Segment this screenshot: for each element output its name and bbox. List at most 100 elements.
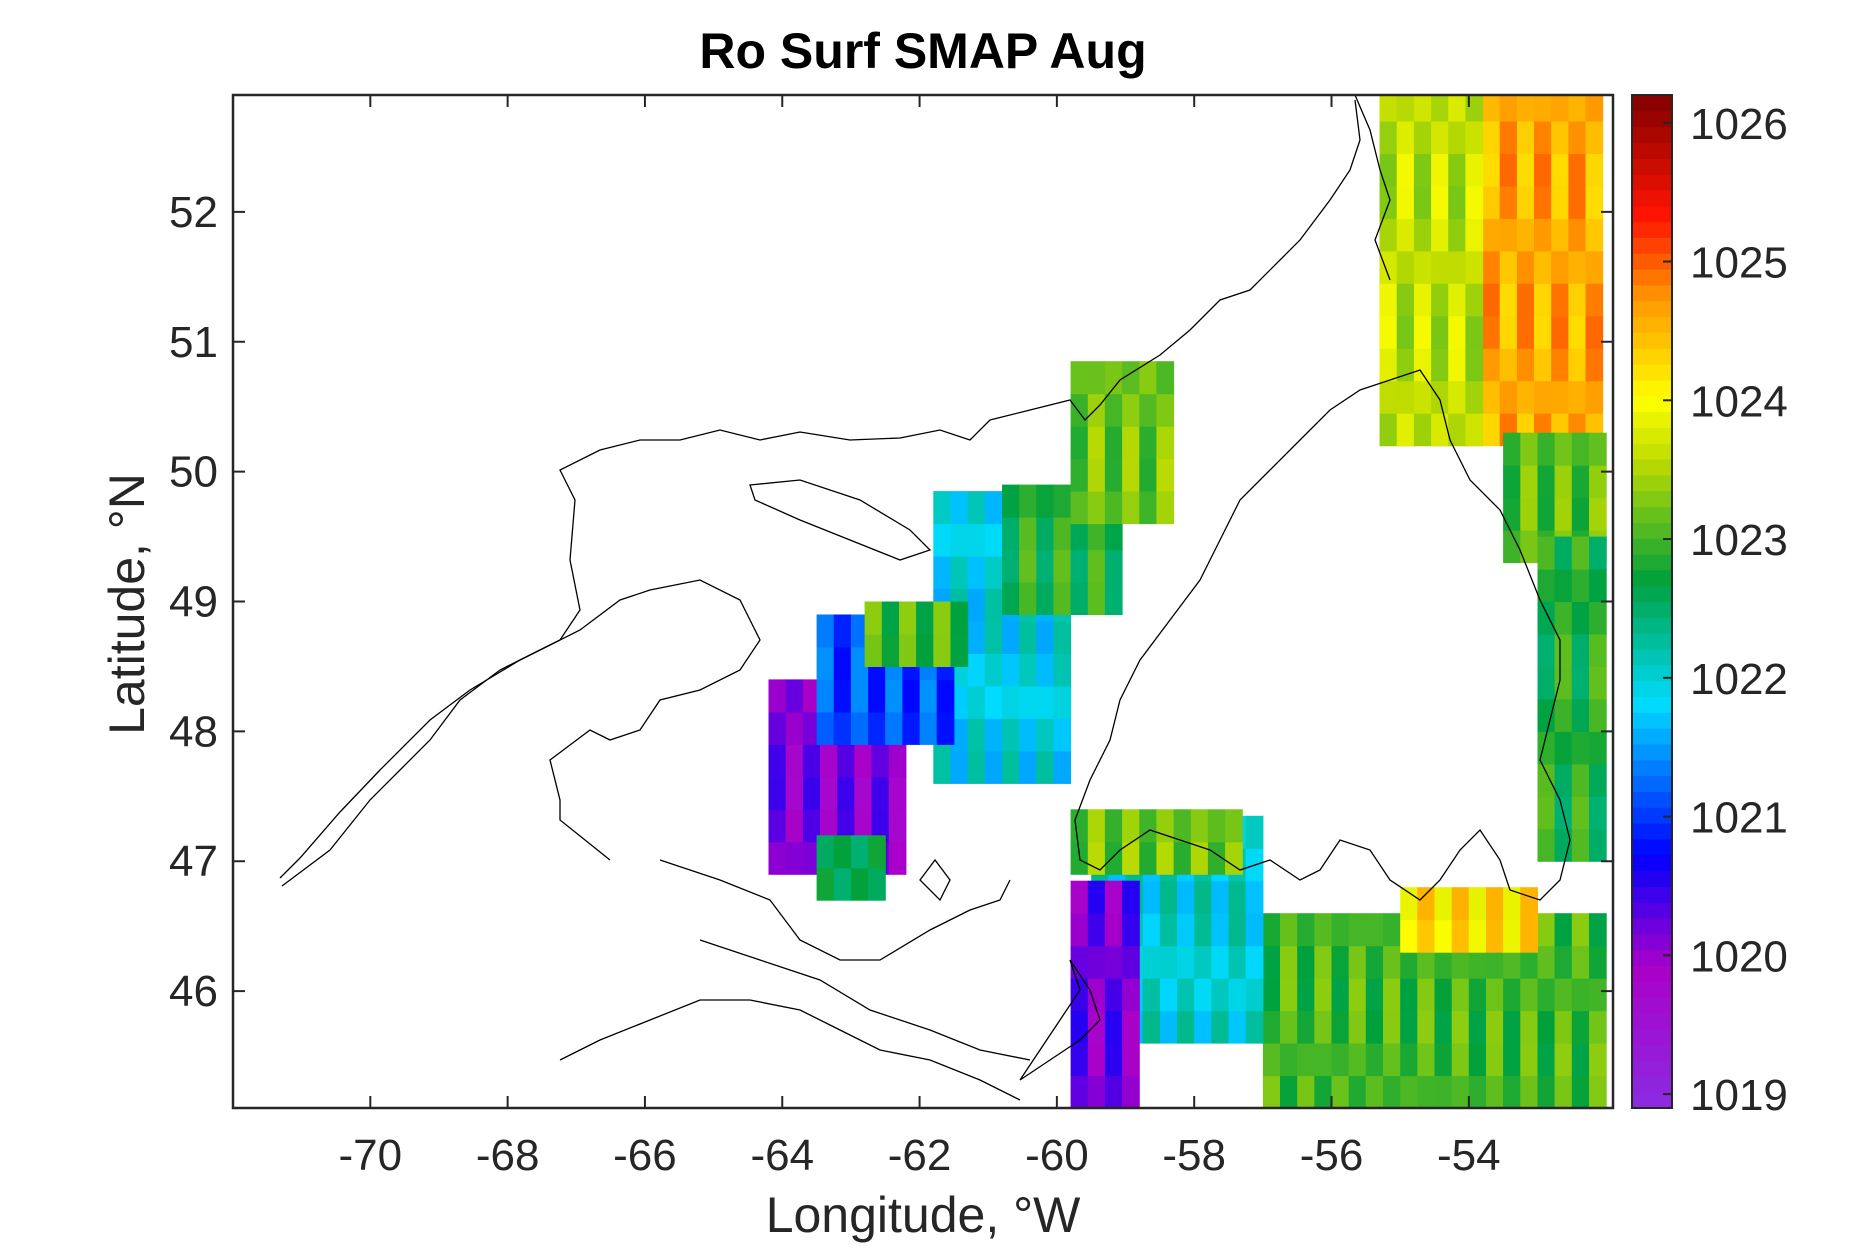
heatmap-cell — [1280, 978, 1298, 1012]
x-tick-label: -54 — [1437, 1131, 1501, 1180]
heatmap-cell — [1156, 458, 1175, 492]
heatmap-cell — [1571, 634, 1590, 667]
colorbar-segment — [1632, 1076, 1672, 1093]
heatmap-cell — [1537, 698, 1556, 732]
heatmap-cell — [1002, 718, 1020, 752]
heatmap-cell — [1156, 361, 1175, 395]
heatmap-cell — [1431, 380, 1449, 414]
heatmap-cell — [1482, 380, 1501, 414]
heatmap-cell — [1503, 1043, 1521, 1077]
heatmap-cell — [1104, 582, 1123, 615]
heatmap-cell — [816, 867, 835, 901]
colorbar-segment — [1632, 379, 1672, 397]
heatmap-cell — [1142, 880, 1161, 914]
heatmap-cell — [933, 523, 951, 557]
heatmap-cell — [1465, 250, 1484, 284]
heatmap-cell — [1503, 978, 1521, 1012]
heatmap-cell — [785, 679, 804, 713]
heatmap-cell — [1589, 698, 1607, 732]
colorbar-segment — [1632, 744, 1672, 761]
heatmap-cell — [1383, 1075, 1401, 1108]
heatmap-cell — [1468, 919, 1487, 953]
heatmap-cell — [1211, 913, 1230, 947]
heatmap-cell — [1070, 361, 1089, 395]
heatmap-cell — [1383, 978, 1401, 1012]
heatmap-cell — [933, 634, 951, 667]
heatmap-cell — [1173, 809, 1192, 843]
heatmap-cell — [1036, 718, 1054, 752]
heatmap-cell — [1297, 1043, 1315, 1077]
heatmap-cell — [919, 711, 938, 745]
heatmap-cell — [1520, 465, 1538, 499]
heatmap-cell — [1551, 380, 1569, 414]
heatmap-cell — [816, 679, 835, 713]
heatmap-cell — [802, 841, 821, 875]
heatmap-cell — [1451, 1043, 1470, 1077]
heatmap-cell — [1365, 1043, 1384, 1077]
heatmap-cell — [1177, 978, 1195, 1012]
heatmap-cell — [1070, 491, 1089, 525]
heatmap-cell — [1468, 1043, 1487, 1077]
colorbar-tick-label: 1026 — [1690, 100, 1788, 149]
heatmap-cell — [1177, 913, 1195, 947]
heatmap-cell — [1228, 978, 1247, 1012]
heatmap-cell — [1537, 913, 1556, 947]
heatmap-cell — [1139, 841, 1157, 875]
heatmap-cell — [899, 601, 917, 635]
heatmap-cell — [1379, 153, 1398, 187]
heatmap-cell — [1396, 218, 1415, 252]
heatmap-cell — [1365, 1010, 1384, 1044]
heatmap-cell — [1499, 95, 1518, 122]
heatmap-cell — [1225, 809, 1243, 843]
heatmap-cell — [1379, 250, 1398, 284]
heatmap-cell — [837, 809, 855, 843]
heatmap-cell — [1520, 945, 1538, 979]
heatmap-cell — [1568, 153, 1587, 187]
heatmap-cell — [1434, 919, 1453, 953]
heatmap-cell — [1448, 95, 1466, 122]
heatmap-cell — [1486, 887, 1504, 921]
colorbar-segment — [1632, 1028, 1672, 1046]
heatmap-cell — [1379, 283, 1398, 317]
heatmap-cell — [1245, 978, 1264, 1012]
heatmap-cell — [1314, 913, 1332, 947]
heatmap-cell — [1451, 919, 1470, 953]
heatmap-cell — [1482, 185, 1501, 219]
heatmap-cell — [1087, 549, 1106, 583]
heatmap-cell — [933, 601, 951, 635]
colorbar-segment — [1632, 712, 1672, 729]
heatmap-cell — [1413, 121, 1432, 154]
heatmap-cell — [1365, 913, 1384, 947]
heatmap-cell — [1554, 1075, 1573, 1108]
heatmap-cell — [933, 556, 951, 589]
colorbar-tick-label: 1022 — [1690, 655, 1788, 704]
heatmap-cell — [1585, 218, 1604, 252]
heatmap-cell — [1568, 283, 1587, 317]
heatmap-cell — [1520, 497, 1538, 531]
x-tick-label: -62 — [888, 1131, 952, 1180]
colorbar-segment — [1632, 569, 1672, 587]
heatmap-cell — [1571, 601, 1590, 635]
heatmap-cell — [802, 679, 821, 713]
heatmap-cell — [1434, 1010, 1453, 1044]
heatmap-cell — [802, 809, 821, 843]
y-tick-label: 51 — [169, 318, 218, 367]
colorbar-segment — [1632, 411, 1672, 428]
heatmap-cell — [1520, 530, 1538, 564]
heatmap-cell — [1379, 95, 1398, 122]
heatmap-cell — [1104, 393, 1123, 427]
heatmap-cell — [1589, 569, 1607, 602]
heatmap-cell — [1448, 121, 1466, 154]
heatmap-cell — [1104, 913, 1123, 947]
heatmap-cell — [1417, 1075, 1435, 1108]
heatmap-cell — [1465, 185, 1484, 219]
heatmap-cell — [1585, 153, 1604, 187]
heatmap-cell — [1434, 1075, 1453, 1108]
heatmap-cell — [1122, 913, 1140, 947]
heatmap-cell — [1468, 978, 1487, 1012]
heatmap-cell — [820, 744, 838, 778]
heatmap-cell — [1499, 348, 1518, 382]
heatmap-cell — [1516, 218, 1535, 252]
heatmap-cell — [1019, 685, 1037, 719]
heatmap-cell — [1400, 978, 1418, 1012]
